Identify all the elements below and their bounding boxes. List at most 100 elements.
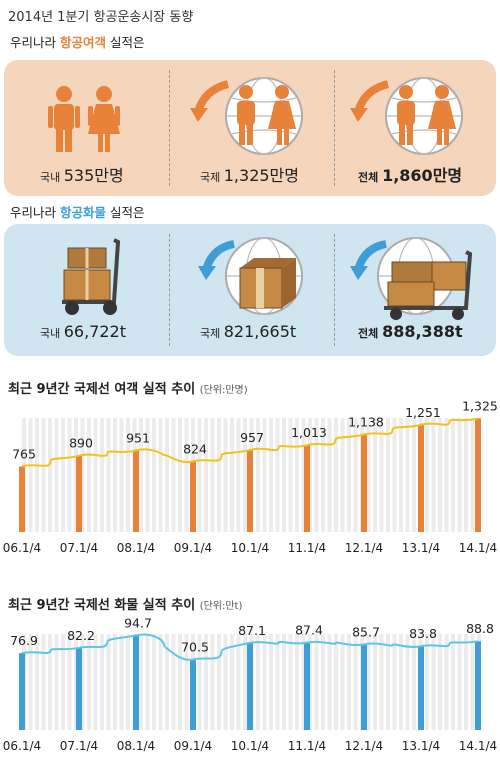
passenger-chart: 765 890 951 824 957 1,013 1,138 1,251 1,325 06.1/…	[3, 398, 498, 555]
domestic-cargo-label: 국내 66,722t	[40, 322, 127, 341]
background-stripe	[295, 634, 299, 730]
data-label: 1,251	[405, 405, 441, 420]
x-tick-label: 07.1/4	[60, 541, 98, 555]
international-passenger-value: 1,325만명	[223, 166, 299, 185]
background-stripe	[67, 634, 72, 730]
passenger-subtitle-post: 실적은	[106, 35, 145, 50]
background-stripe	[288, 418, 293, 532]
background-stripe	[184, 418, 189, 532]
background-stripe	[379, 418, 384, 532]
x-tick-label: 12.1/4	[345, 739, 383, 753]
cargo-subtitle-post: 실적은	[106, 205, 145, 220]
x-tick-label: 06.1/4	[3, 541, 41, 555]
background-stripe	[158, 418, 163, 532]
background-stripe	[353, 418, 358, 532]
background-stripe	[28, 634, 33, 730]
data-label: 85.7	[352, 624, 380, 639]
bar	[247, 449, 253, 532]
background-stripe	[373, 634, 377, 730]
background-stripe	[399, 418, 403, 532]
cargo-chart-title: 최근 9년간 국제선 화물 실적 추이 (단위:만t)	[8, 598, 243, 613]
background-stripe	[145, 418, 150, 532]
divider	[334, 70, 335, 186]
divider	[169, 70, 170, 186]
background-stripe	[93, 634, 98, 730]
background-stripe	[431, 634, 436, 730]
background-stripe	[119, 634, 124, 730]
background-stripe	[35, 418, 39, 532]
background-stripe	[295, 418, 299, 532]
data-label: 94.7	[124, 615, 152, 630]
background-stripe	[386, 634, 390, 730]
background-stripe	[347, 418, 351, 532]
data-label: 957	[240, 430, 264, 445]
background-stripe	[171, 634, 176, 730]
total-passenger-value: 1,860만명	[382, 166, 463, 185]
total-cargo-label: 전체 888,388t	[358, 322, 463, 341]
background-stripe	[353, 634, 358, 730]
background-stripe	[451, 418, 455, 532]
domestic-cargo-value: 66,722t	[63, 322, 127, 341]
data-label: 83.8	[409, 626, 437, 641]
background-stripe	[80, 418, 85, 532]
trend-line	[21, 633, 479, 661]
background-stripe	[464, 418, 468, 532]
background-stripe	[444, 418, 449, 532]
x-tick-label: 13.1/4	[402, 541, 440, 555]
background-stripe	[171, 418, 176, 532]
background-stripe	[275, 418, 280, 532]
background-stripe	[54, 418, 59, 532]
background-stripe	[366, 418, 371, 532]
data-label: 765	[12, 446, 36, 461]
background-stripe	[282, 634, 286, 730]
background-stripe	[373, 418, 377, 532]
background-stripe	[451, 634, 455, 730]
background-stripe	[425, 634, 429, 730]
background-stripe	[327, 418, 332, 532]
total-passenger-label: 전체 1,860만명	[358, 166, 463, 185]
background-stripe	[165, 418, 169, 532]
domestic-passenger-icon	[48, 86, 120, 152]
background-stripe	[334, 634, 338, 730]
background-stripe	[217, 634, 221, 730]
passenger-chart-unit: (단위:만명)	[199, 385, 248, 396]
background-stripe	[464, 634, 468, 730]
domestic-passenger-value: 535만명	[63, 166, 124, 185]
background-stripe	[256, 634, 260, 730]
background-stripe	[100, 634, 104, 730]
data-label: 82.2	[67, 628, 95, 643]
divider	[169, 234, 170, 346]
background-stripe	[93, 418, 98, 532]
background-stripe	[262, 418, 267, 532]
background-stripe	[178, 634, 182, 730]
background-stripe	[314, 634, 319, 730]
background-stripe	[100, 418, 104, 532]
data-label: 890	[69, 436, 93, 451]
bar	[190, 659, 196, 730]
background-stripe	[366, 634, 371, 730]
background-stripe	[28, 418, 33, 532]
background-stripe	[204, 634, 208, 730]
background-stripe	[80, 634, 85, 730]
bar	[76, 455, 82, 532]
background-stripe	[438, 418, 442, 532]
total-cargo-icon	[350, 237, 473, 320]
background-stripe	[379, 634, 384, 730]
background-stripe	[327, 634, 332, 730]
bar	[19, 653, 25, 730]
x-tick-label: 14.1/4	[459, 541, 497, 555]
background-stripe	[230, 634, 234, 730]
background-stripe	[223, 418, 228, 532]
bar	[304, 445, 310, 532]
background-stripe	[126, 418, 130, 532]
background-stripe	[48, 634, 52, 730]
background-stripe	[236, 418, 241, 532]
background-stripe	[35, 634, 39, 730]
x-tick-label: 13.1/4	[402, 739, 440, 753]
background-stripe	[470, 418, 475, 532]
background-stripe	[340, 418, 345, 532]
background-stripe	[425, 418, 429, 532]
background-stripe	[438, 634, 442, 730]
data-label: 1,325	[462, 398, 498, 413]
background-stripe	[197, 418, 202, 532]
